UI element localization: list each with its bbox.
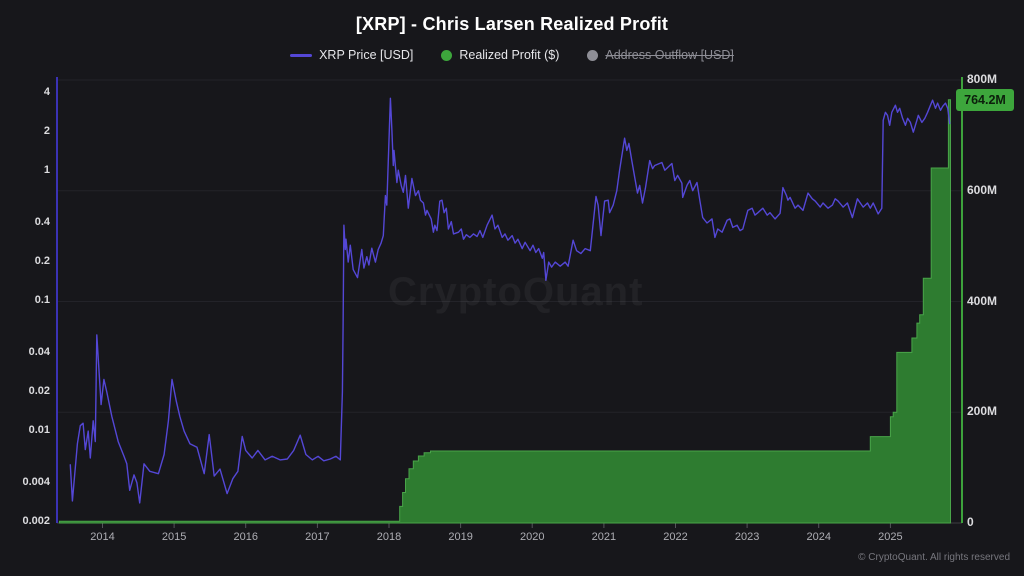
legend-item-address-outflow-usd[interactable]: Address Outflow [USD] [587,48,734,62]
xrp-price-line [69,97,951,504]
y-left-tick-label: 0.01 [28,424,50,437]
y-left-tick-label: 1 [43,164,50,177]
x-tick-label: 2018 [376,531,402,543]
legend-label: Realized Profit ($) [459,48,560,62]
y-left-tick-label: 2 [43,125,50,138]
legend-item-xrp-price-usd[interactable]: XRP Price [USD] [290,48,413,62]
legend-circle-swatch [441,49,453,61]
y-left-tick-label: 0.004 [22,475,50,488]
realized-profit-area [59,99,951,524]
x-tick-label: 2017 [305,531,330,543]
last-value-badge: 764.2M [956,89,1014,111]
x-tick-label: 2022 [663,531,688,543]
chart-title: [XRP] - Chris Larsen Realized Profit [355,14,669,34]
x-tick-label: 2020 [519,531,545,543]
y-right-tick-label: 0 [967,515,974,529]
legend-line-swatch [290,53,313,57]
x-tick-label: 2025 [878,531,903,543]
legend-label: XRP Price [USD] [319,48,414,62]
legend: XRP Price [USD] Realized Profit ($) Addres… [0,48,1024,62]
y-left-tick-label: 0.1 [34,294,50,307]
y-left-tick-label: 0.02 [28,384,50,397]
x-tick-label: 2023 [734,531,760,543]
x-tick-label: 2021 [591,531,617,543]
legend-item-realized-profit[interactable]: Realized Profit ($) [441,48,559,62]
x-tick-label: 2016 [233,531,258,543]
x-tick-label: 2019 [448,531,473,543]
y-right-tick-label: 600M [967,182,998,197]
legend-label: Address Outflow [USD] [605,48,734,62]
y-left-tick-label: 0.04 [28,345,50,358]
y-left-tick-label: 0.2 [34,255,50,268]
x-tick-label: 2015 [161,531,187,543]
y-left-tick-label: 0.002 [22,514,50,527]
y-right-tick-label: 200M [967,404,998,419]
x-tick-label: 2024 [806,531,831,543]
y-right-tick-label: 400M [967,293,998,308]
legend-circle-swatch [587,49,599,61]
y-left-tick-label: 4 [43,86,50,99]
copyright: © CryptoQuant. All rights reserved [858,552,1010,563]
x-tick-label: 2014 [90,531,115,543]
y-left-tick-label: 0.4 [34,216,50,229]
y-right-tick-label: 800M [967,72,998,86]
